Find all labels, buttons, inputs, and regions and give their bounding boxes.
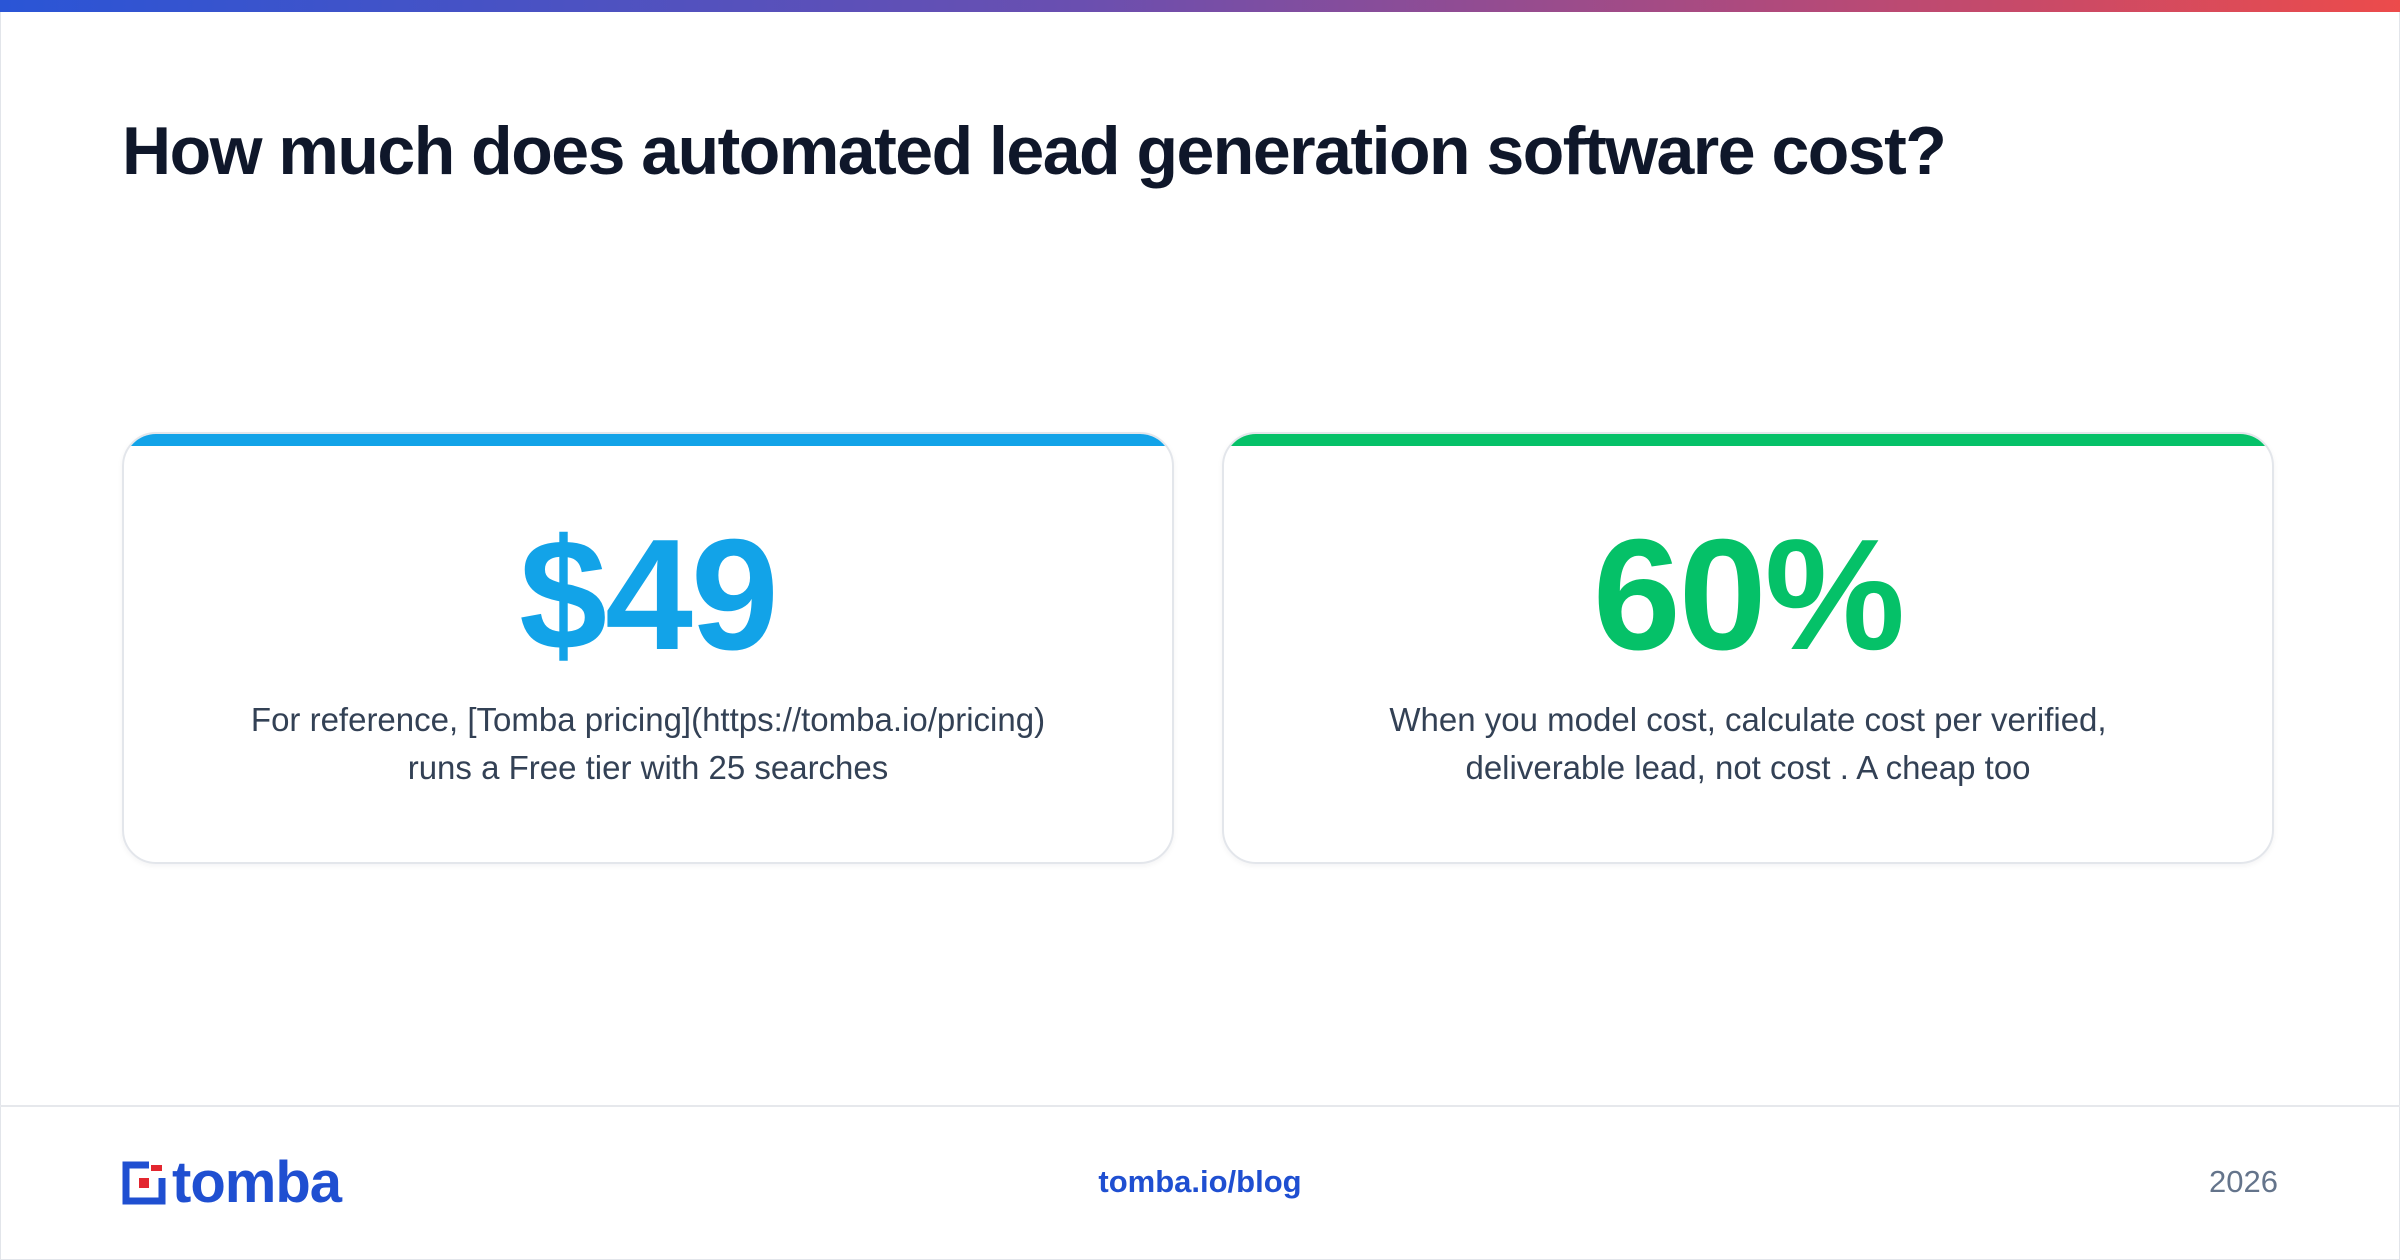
card-accent-bar [1224, 434, 2272, 446]
stat-card-price: $49 For reference, [Tomba pricing](https… [122, 432, 1174, 864]
stat-value: 60% [1592, 507, 1905, 683]
blog-link[interactable]: tomba.io/blog [1098, 1164, 1302, 1199]
stat-description: When you model cost, calculate cost per … [1264, 696, 2232, 792]
stat-description: For reference, [Tomba pricing](https://t… [164, 696, 1132, 792]
stat-description-line: runs a Free tier with 25 searches [407, 749, 889, 786]
stat-description-line: For reference, [Tomba pricing](https://t… [250, 701, 1046, 738]
stat-value: $49 [519, 507, 779, 683]
page-title: How much does automated lead generation … [122, 113, 1947, 189]
stat-description-line: deliverable lead, not cost . A cheap too [1465, 749, 2031, 786]
stat-description-line: When you model cost, calculate cost per … [1389, 701, 2107, 738]
card-accent-bar [124, 434, 1172, 446]
stat-card-percent: 60% When you model cost, calculate cost … [1222, 432, 2274, 864]
footer-year: 2026 [2209, 1164, 2278, 1199]
tomba-logo[interactable]: tomba [122, 1150, 342, 1215]
tomba-logo-icon [122, 1161, 166, 1205]
gradient-top-bar [0, 0, 2400, 12]
footer-divider [0, 1105, 2400, 1107]
logo-wordmark: tomba [172, 1150, 342, 1215]
